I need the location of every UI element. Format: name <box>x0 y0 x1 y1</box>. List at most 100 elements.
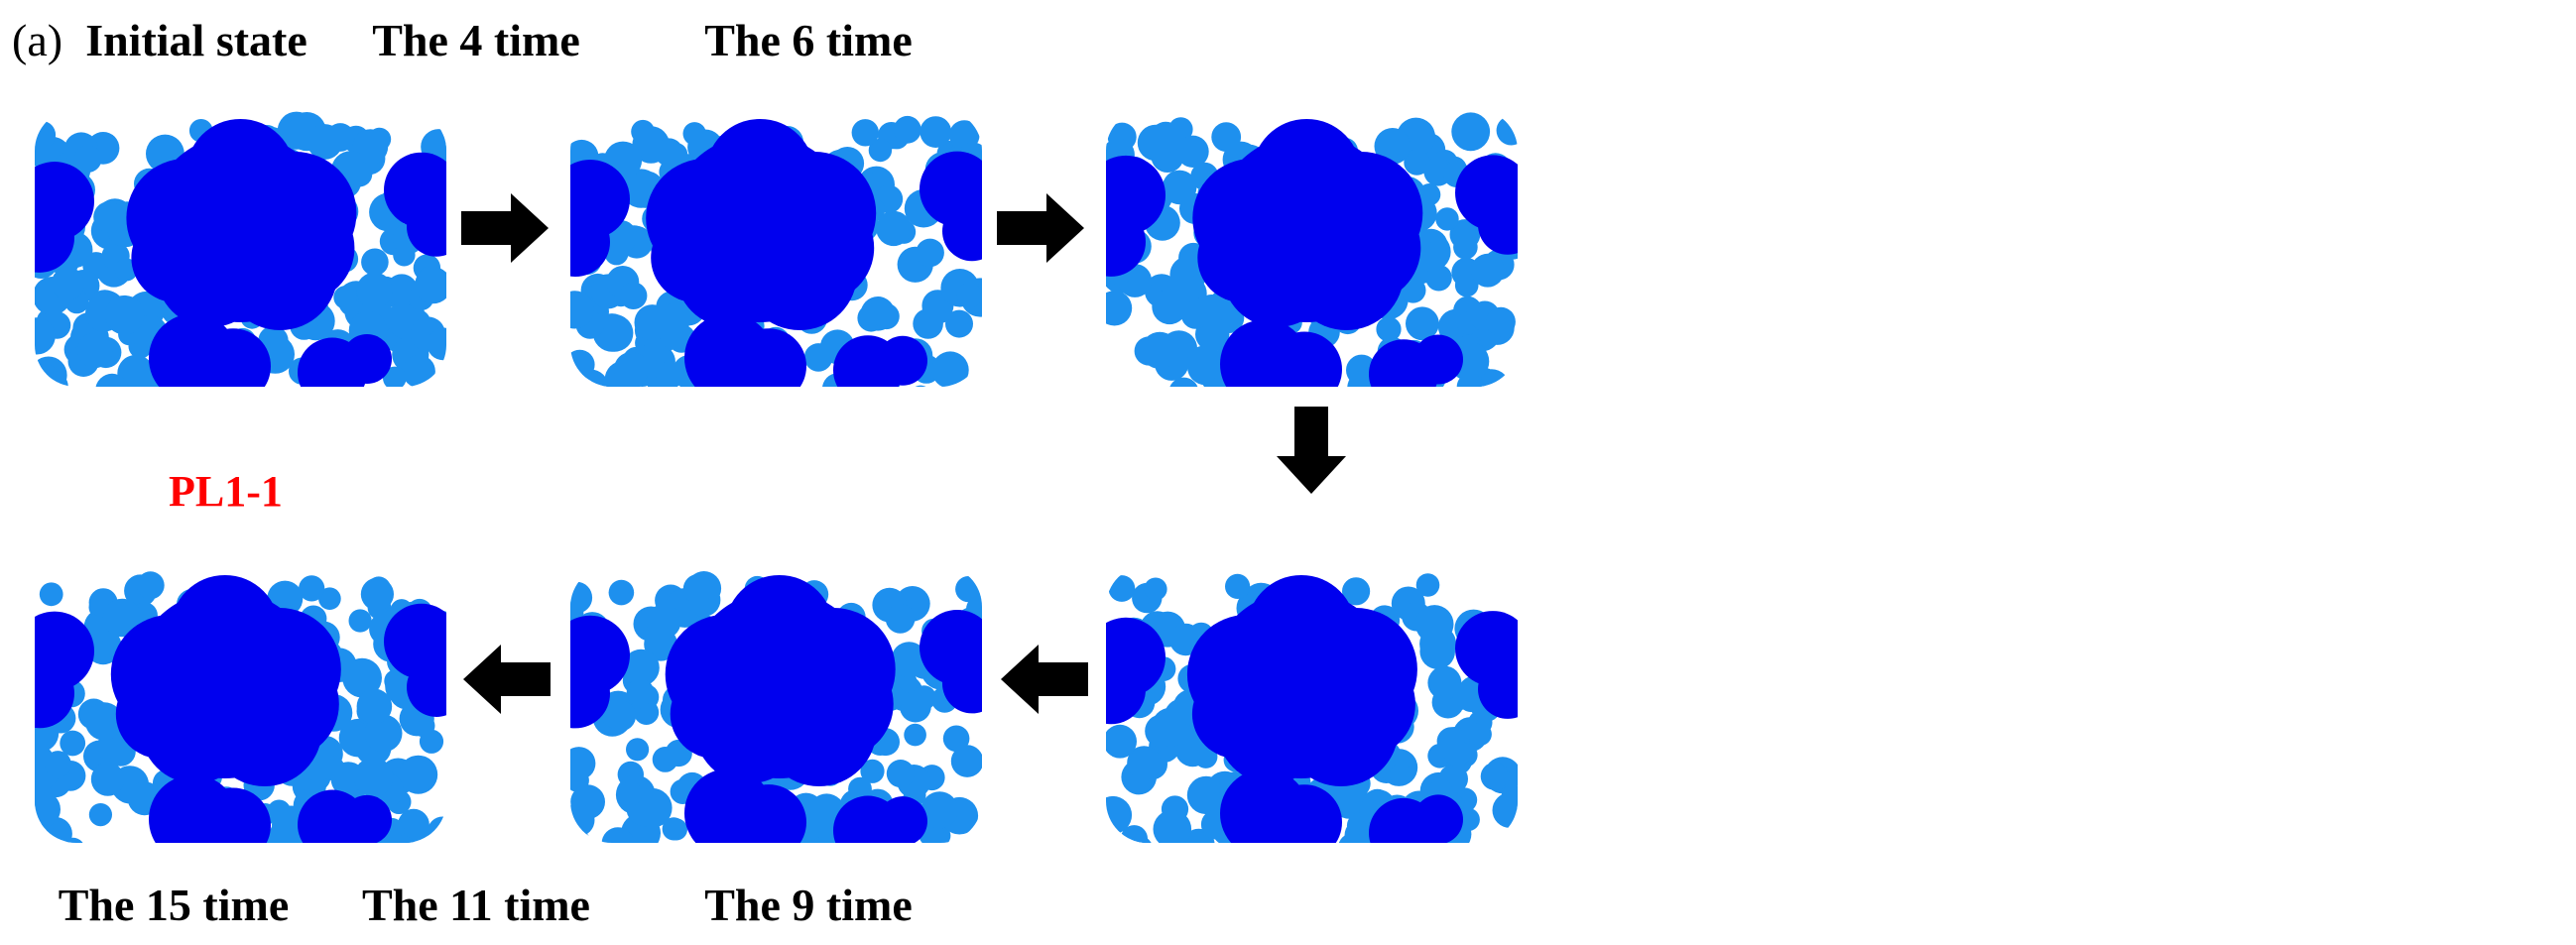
large-particle <box>1267 784 1342 843</box>
small-particle <box>622 649 660 686</box>
small-particle <box>35 791 61 828</box>
small-particle <box>605 700 637 732</box>
small-particle <box>942 725 970 753</box>
small-particle <box>1186 775 1226 815</box>
large-particle <box>705 119 815 228</box>
small-particle <box>307 124 343 160</box>
particle-panel-11-time <box>570 565 982 843</box>
small-particle <box>891 642 927 678</box>
small-particle <box>1470 253 1505 288</box>
arrow-left-icon <box>1001 645 1088 714</box>
large-particle <box>185 119 296 228</box>
small-particle <box>885 604 916 634</box>
panel-title-15-time: The 15 time <box>58 880 290 930</box>
large-particle <box>35 658 74 729</box>
small-particle <box>1454 273 1479 297</box>
particle-panel-initial-state <box>35 109 446 387</box>
small-particle <box>1486 306 1516 337</box>
large-particle <box>1191 669 1282 759</box>
small-particle <box>1427 665 1462 700</box>
large-particle <box>195 328 271 387</box>
small-particle <box>950 745 982 777</box>
small-particle <box>1404 149 1430 176</box>
large-particle <box>1413 334 1463 385</box>
large-particle <box>342 334 392 385</box>
small-particle <box>945 309 973 338</box>
large-particle <box>170 575 280 684</box>
particle-panel-6-time <box>1106 109 1518 387</box>
small-particle <box>51 267 85 300</box>
small-particle <box>318 587 341 610</box>
small-particle <box>1186 345 1223 382</box>
small-particle <box>873 302 900 330</box>
small-particle <box>601 827 635 843</box>
small-particle <box>45 751 71 777</box>
large-particle <box>731 784 806 843</box>
small-particle <box>356 272 393 308</box>
large-particle <box>115 669 205 759</box>
small-particle <box>63 837 83 843</box>
small-particle <box>904 723 926 747</box>
small-particle <box>1376 316 1402 342</box>
small-particle <box>920 791 958 829</box>
small-particle <box>927 299 952 323</box>
large-particle <box>942 653 982 714</box>
large-particle <box>570 658 610 729</box>
small-particle <box>662 817 685 841</box>
small-particle <box>931 351 969 387</box>
small-particle <box>60 730 86 757</box>
large-particle <box>784 650 894 759</box>
small-particle <box>1342 577 1371 606</box>
small-particle <box>1414 605 1454 644</box>
small-particle <box>1443 740 1471 768</box>
small-particle <box>1180 300 1210 329</box>
small-particle <box>1453 235 1478 260</box>
small-particle <box>1496 115 1518 146</box>
panel-title-9-time: The 9 time <box>704 880 913 930</box>
large-particle <box>229 650 339 759</box>
small-particle <box>570 291 594 329</box>
sample-label: PL1-1 <box>169 467 283 516</box>
panel-title-6-time: The 6 time <box>704 15 913 65</box>
small-particle <box>1211 122 1242 152</box>
large-particle <box>1311 193 1421 302</box>
small-particle <box>619 282 648 309</box>
small-particle <box>1456 373 1484 387</box>
panel-title-initial-state: Initial state <box>85 15 307 65</box>
small-particle <box>353 757 394 797</box>
large-particle <box>1252 119 1362 228</box>
small-particle <box>682 574 713 604</box>
small-particle <box>915 385 926 387</box>
small-particle <box>104 295 145 335</box>
small-particle <box>402 354 435 387</box>
large-particle <box>731 328 806 387</box>
small-particle <box>955 576 982 603</box>
large-particle <box>765 193 875 302</box>
small-particle <box>95 373 129 387</box>
small-particle <box>346 161 373 187</box>
small-particle <box>876 210 912 247</box>
small-particle <box>154 135 177 158</box>
small-particle <box>383 366 407 387</box>
small-particle <box>1503 827 1518 843</box>
particle-panel-15-time <box>35 565 446 843</box>
small-particle <box>1108 575 1136 602</box>
small-particle <box>570 747 596 780</box>
small-particle <box>1225 573 1251 599</box>
particle-panel-9-time <box>1106 565 1518 843</box>
small-particle <box>93 201 125 233</box>
small-particle <box>90 763 125 796</box>
small-particle <box>427 327 446 361</box>
small-particle <box>1141 331 1178 370</box>
large-particle <box>245 193 355 302</box>
small-particle <box>613 351 650 387</box>
small-particle <box>956 283 982 308</box>
small-particle <box>77 332 113 369</box>
small-particle <box>1153 809 1192 843</box>
small-particle <box>916 238 944 268</box>
small-particle <box>1106 795 1133 835</box>
arrow-right-icon <box>461 193 549 263</box>
panel-title-11-time: The 11 time <box>362 880 590 930</box>
large-particle <box>1478 658 1518 719</box>
small-particle <box>356 688 393 725</box>
